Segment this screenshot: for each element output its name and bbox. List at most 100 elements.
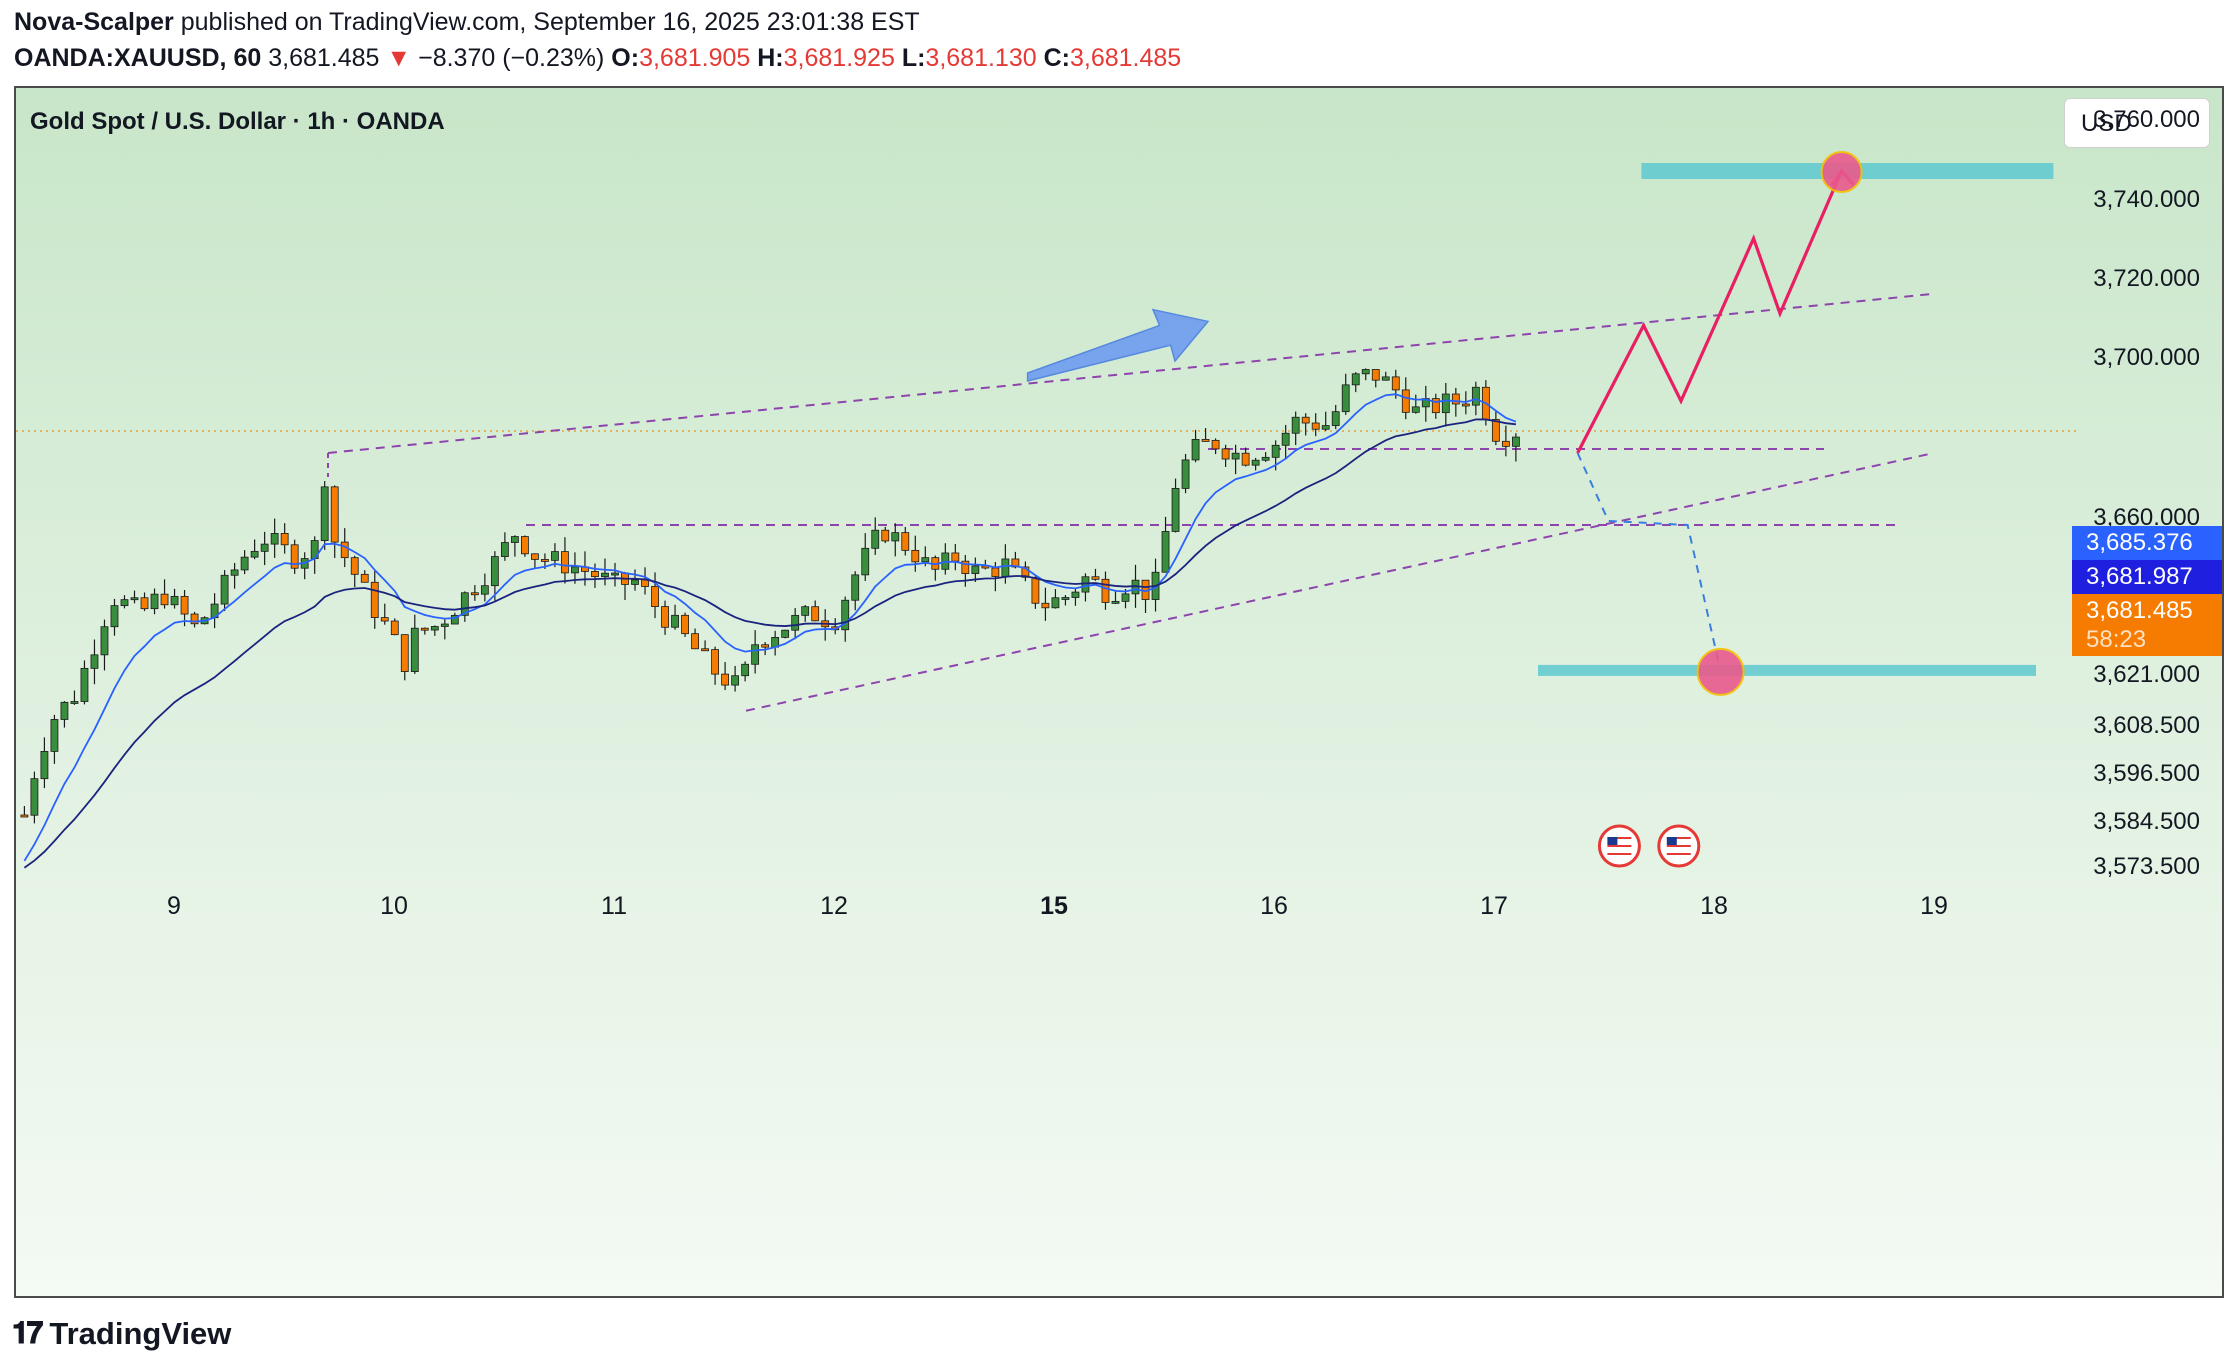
bull-candle [1001, 558, 1010, 577]
bull-candle [791, 614, 800, 631]
bear-candle [1501, 440, 1510, 447]
bull-candle [551, 551, 559, 561]
bull-candle [150, 593, 159, 610]
bear-candle [961, 560, 970, 574]
bull-candle [30, 778, 39, 816]
symbol-label[interactable]: OANDA:XAUUSD, 60 [14, 44, 262, 72]
price-change: −8.370 (−0.23%) [418, 44, 605, 72]
bear-candle [360, 573, 369, 583]
x-tick-label: 19 [1920, 892, 1948, 920]
bull-candle [510, 536, 519, 543]
flag-canton [1607, 837, 1618, 845]
close-label: C: [1043, 44, 1070, 72]
bear-candle [901, 532, 910, 551]
flag-stripe [1666, 845, 1691, 847]
bull-candle [741, 663, 750, 677]
bear-candle [470, 592, 479, 596]
bear-candle [370, 581, 379, 618]
bear-candle [881, 529, 890, 542]
bear-candle [1301, 416, 1310, 424]
bear-candle [1201, 439, 1210, 442]
bear-candle [811, 606, 820, 622]
bear-candle [1451, 393, 1460, 405]
bull-candle [1051, 597, 1060, 609]
x-tick-label: 17 [1480, 892, 1508, 920]
low-value: 3,681.130 [925, 44, 1037, 72]
price-tag-last: 3,681.485 58:23 [2072, 594, 2222, 656]
bear-candle [190, 613, 199, 625]
bull-candle [130, 597, 139, 601]
bear-candle [681, 614, 689, 635]
flag-stripe [1666, 837, 1691, 839]
bull-candle [571, 566, 579, 574]
bull-candle [851, 574, 860, 601]
ema-fast-line [23, 393, 1517, 862]
price-tag-ema-fast: 3,685.376 [2072, 526, 2222, 560]
bear-candle [1391, 376, 1400, 391]
bull-candle [60, 701, 69, 720]
bull-candle [480, 585, 489, 595]
flag-canton [1666, 837, 1677, 845]
bull-candle [440, 623, 449, 627]
bear-candle [1041, 602, 1050, 609]
bull-candle [971, 565, 980, 574]
bear-candle [1211, 439, 1220, 450]
bearish-projection-path [1576, 452, 1720, 662]
bull-candle [500, 542, 509, 557]
bear-candle [1461, 403, 1470, 407]
price-tag-ema-slow: 3,681.987 [2072, 560, 2222, 594]
bull-candle [601, 572, 609, 578]
bull-candle [1121, 593, 1130, 602]
bear-candle [520, 536, 529, 555]
bear-candle [1431, 398, 1440, 414]
bear-candle [591, 571, 599, 578]
bull-candle [1111, 600, 1120, 604]
x-tick-label: 12 [820, 892, 848, 920]
y-tick-label: 3,584.500 [2093, 808, 2200, 835]
high-value: 3,681.925 [783, 44, 895, 72]
bear-candle [1101, 578, 1110, 603]
bull-candle [50, 719, 59, 752]
target-high-marker [1820, 151, 1863, 193]
open-label: O: [611, 44, 640, 72]
y-tick-label: 3,720.000 [2093, 265, 2200, 292]
price-chart[interactable] [16, 88, 2222, 1296]
bear-candle [991, 567, 1000, 577]
last-price: 3,681.485 [268, 44, 380, 72]
bear-candle [140, 597, 149, 610]
flag-stripe [1607, 841, 1632, 843]
bear-candle [420, 627, 429, 631]
bear-candle [380, 617, 389, 622]
bull-candle [1071, 591, 1080, 598]
bull-candle [1231, 452, 1240, 460]
bear-candle [561, 551, 569, 574]
bear-candle [1011, 558, 1020, 568]
flag-stripe [1666, 853, 1691, 855]
bull-candle [871, 529, 880, 549]
bull-candle [270, 533, 279, 545]
bull-candle [1161, 531, 1170, 573]
bear-candle [651, 586, 659, 607]
publish-info: Nova-Scalper published on TradingView.co… [14, 8, 920, 37]
x-tick-label: 10 [380, 892, 408, 920]
bull-candle [410, 627, 419, 672]
x-tick-label: 18 [1700, 892, 1728, 920]
low-label: L: [901, 44, 926, 72]
y-tick-label: 3,596.500 [2093, 760, 2200, 787]
x-tick-label: 15 [1040, 892, 1068, 920]
bear-candle [531, 553, 539, 560]
brand-name[interactable]: TradingView [49, 1316, 232, 1351]
bull-candle [230, 569, 239, 576]
bull-candle [1191, 439, 1200, 461]
bear-candle [1311, 422, 1320, 430]
tradingview-logo-icon[interactable]: 𝟏𝟕 [12, 1317, 43, 1350]
bull-candle [1261, 456, 1270, 461]
bull-candle [1181, 459, 1190, 489]
currency-selector[interactable]: USD [2064, 98, 2210, 148]
bear-candle [1031, 576, 1040, 604]
bull-candle [40, 751, 49, 780]
open-value: 3,681.905 [639, 44, 751, 72]
bear-candle [711, 649, 719, 675]
author-name[interactable]: Nova-Scalper [14, 8, 174, 36]
chart-panel[interactable]: Gold Spot / U.S. Dollar · 1h · OANDA USD… [14, 86, 2224, 1298]
